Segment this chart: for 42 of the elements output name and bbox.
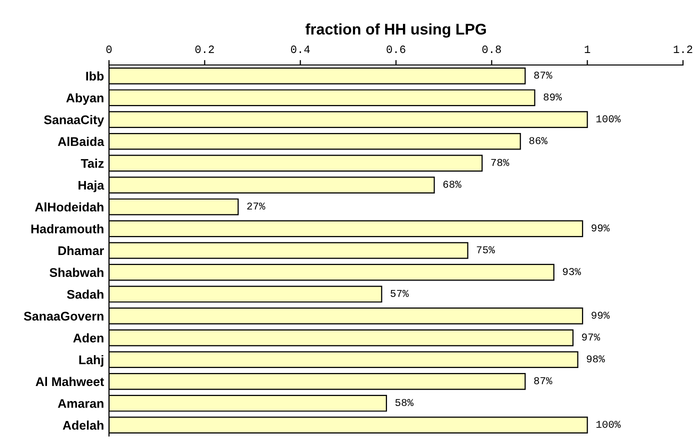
y-tick-label: Sadah bbox=[66, 290, 104, 299]
x-tick-label: 0.6 bbox=[386, 46, 406, 54]
y-tick-label: Aden bbox=[73, 333, 104, 342]
y-tick-label: SanaaGovern bbox=[24, 312, 104, 321]
x-tick-label: 0.4 bbox=[291, 46, 310, 54]
y-tick-label: Taiz bbox=[80, 158, 104, 168]
y-tick-label: Adelah bbox=[62, 420, 104, 430]
data-label: 87% bbox=[534, 377, 552, 384]
y-tick-label: Ibb bbox=[86, 71, 104, 81]
data-label: 87% bbox=[534, 72, 552, 79]
data-label: 100% bbox=[596, 115, 621, 122]
x-tick-label: 0.2 bbox=[195, 46, 214, 54]
data-label: 27% bbox=[247, 202, 266, 210]
y-tick-label: AlBaida bbox=[58, 136, 104, 146]
data-label: 75% bbox=[476, 246, 495, 254]
y-tick-label: Lahj bbox=[79, 355, 104, 367]
y-tick-label: Al Mahweet bbox=[36, 376, 104, 386]
y-tick-label: Hadramouth bbox=[31, 224, 104, 234]
data-label: 93% bbox=[562, 268, 581, 276]
x-tick-label: 0.8 bbox=[482, 46, 501, 54]
y-tick-label: Amaran bbox=[58, 399, 104, 408]
x-tick-label: 0 bbox=[106, 46, 112, 54]
data-label: 98% bbox=[586, 355, 605, 362]
chart-title: fraction of HH using LPG bbox=[305, 23, 486, 38]
y-tick-label: Dhamar bbox=[58, 246, 104, 256]
y-tick-label: Abyan bbox=[66, 93, 104, 105]
data-label: 78% bbox=[491, 158, 510, 166]
data-label: 57% bbox=[390, 290, 409, 297]
x-tick-label: 1.2 bbox=[674, 46, 692, 53]
data-label: 99% bbox=[592, 224, 610, 232]
data-label: 99% bbox=[592, 312, 610, 319]
y-tick-label: AlHodeidah bbox=[35, 202, 104, 212]
y-tick-label: Shabwah bbox=[50, 268, 104, 277]
y-tick-label: Haja bbox=[78, 180, 104, 192]
data-label: 100% bbox=[596, 420, 621, 428]
data-label: 68% bbox=[443, 180, 462, 188]
data-label: 58% bbox=[395, 398, 414, 406]
data-label: 89% bbox=[544, 93, 562, 101]
y-tick-label: SanaaCity bbox=[44, 115, 104, 127]
x-tick-label: 1 bbox=[584, 46, 590, 53]
data-label: 97% bbox=[582, 334, 600, 341]
data-label: 86% bbox=[529, 137, 548, 144]
